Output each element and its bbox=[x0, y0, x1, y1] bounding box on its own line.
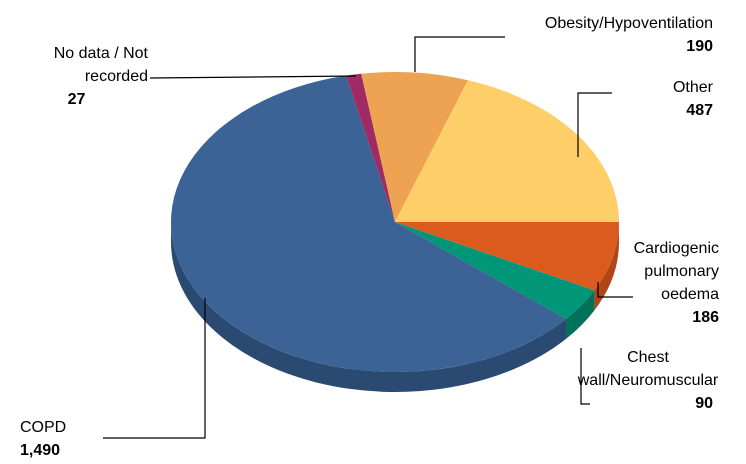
pie-slices bbox=[171, 72, 619, 373]
pie-slice-obesity bbox=[361, 72, 469, 222]
slice-label-obesity: Obesity/Hypoventilation 190 bbox=[544, 15, 713, 55]
leader-line-other bbox=[577, 92, 612, 157]
slice-label-no-data: No data / Not recorded 27 bbox=[53, 45, 148, 108]
pie-sides bbox=[171, 222, 619, 392]
pie-slice-cardiogenic bbox=[395, 222, 619, 291]
pie-side-copd bbox=[171, 222, 567, 392]
leader-line-copd bbox=[103, 298, 206, 439]
leader-line-chest-wall bbox=[580, 348, 590, 405]
slice-label-other: Other 487 bbox=[672, 79, 713, 119]
slice-label-chest-wall: Chest wall/Neuromuscular 90 bbox=[577, 349, 719, 412]
pie-slice-other bbox=[395, 80, 619, 222]
pie-slice-no-data bbox=[346, 73, 395, 222]
slice-label-cardiogenic: Cardiogenic pulmonary oedema 186 bbox=[633, 240, 719, 326]
pie-slice-copd bbox=[171, 75, 567, 373]
leader-line-no-data bbox=[149, 75, 357, 79]
pie-slice-chest-wall bbox=[395, 222, 595, 319]
pie-side-chest-wall bbox=[566, 290, 595, 339]
pie-side-cardiogenic bbox=[594, 222, 619, 311]
leader-line-cardiogenic bbox=[597, 282, 633, 298]
leader-lines bbox=[103, 36, 633, 439]
leader-line-obesity bbox=[414, 36, 505, 72]
slice-label-copd: COPD 1,490 bbox=[20, 419, 67, 459]
